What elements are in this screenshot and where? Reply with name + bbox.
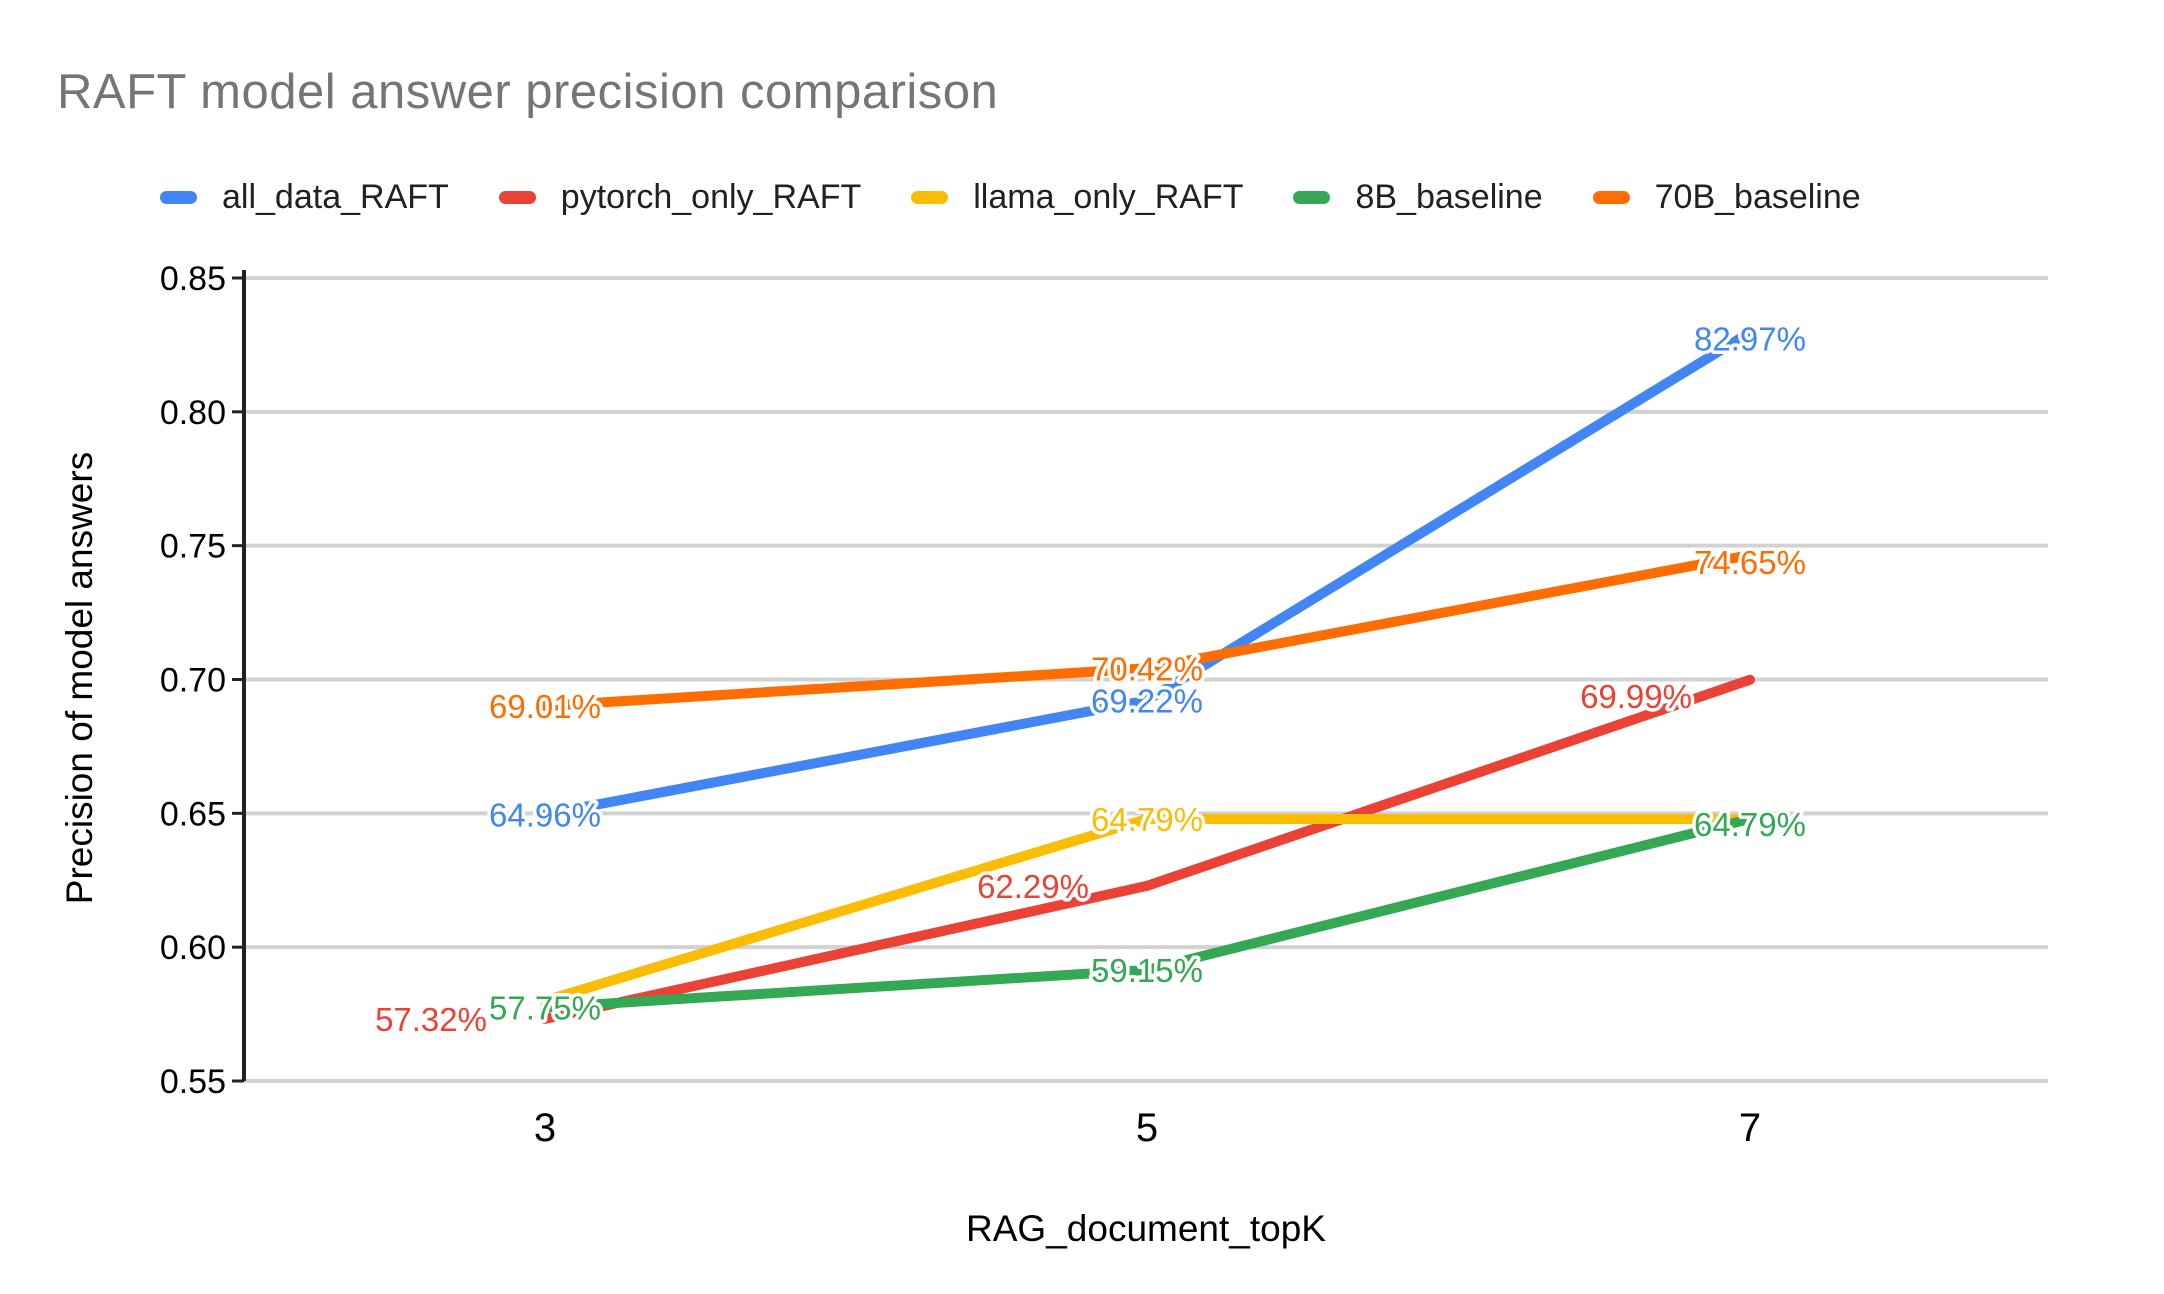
x-axis-title: RAG_document_topK [966, 1208, 1326, 1249]
data-label-70B_baseline-3: 69.01% [489, 688, 601, 725]
series-line-pytorch_only_RAFT [540, 674, 1755, 1024]
series-line-all_data_RAFT [540, 327, 1755, 820]
legend-item-all_data_RAFT: all_data_RAFT [160, 178, 449, 217]
legend-label-llama_only_RAFT: llama_only_RAFT [973, 177, 1244, 216]
data-label-all_data_RAFT-7: 82.97% [1694, 320, 1806, 357]
legend-swatch-all_data_RAFT [160, 190, 197, 204]
y-tick-label-0.75: 0.75 [160, 528, 226, 566]
data-label-8B_baseline-7: 64.79% [1694, 806, 1806, 843]
legend-item-llama_only_RAFT: llama_only_RAFT [911, 178, 1243, 217]
data-label-pytorch_only_RAFT-7: 69.99% [1580, 678, 1692, 715]
y-tick-label-0.70: 0.70 [160, 662, 226, 700]
legend-item-8B_baseline: 8B_baseline [1293, 177, 1543, 217]
data-label-all_data_RAFT-5: 69.22% [1091, 682, 1203, 719]
chart-title: RAFT model answer precision comparison [57, 65, 999, 119]
y-axis-title: Precision of model answers [59, 451, 100, 905]
legend-swatch-pytorch_only_RAFT [498, 190, 536, 204]
legend: all_data_RAFT pytorch_only_RAFT llama_only… [160, 174, 1861, 220]
data-label-pytorch_only_RAFT-3: 57.32% [375, 1001, 487, 1038]
y-tick-label-0.65: 0.65 [160, 795, 226, 833]
y-tick-label-0.85: 0.85 [160, 260, 226, 298]
legend-label-all_data_RAFT: all_data_RAFT [222, 177, 449, 216]
data-label-8B_baseline-5: 59.15% [1091, 952, 1203, 989]
data-label-70B_baseline-5: 70.42% [1091, 650, 1203, 687]
x-tick-label-3: 3 [534, 1106, 556, 1150]
series-line-70B_baseline [540, 550, 1755, 711]
legend-swatch-8B_baseline [1293, 190, 1331, 204]
x-tick-label-5: 5 [1136, 1106, 1158, 1150]
data-label-pytorch_only_RAFT-5: 62.29% [977, 868, 1089, 905]
data-label-llama_only_RAFT-5: 64.79% [1091, 801, 1203, 838]
legend-label-pytorch_only_RAFT: pytorch_only_RAFT [560, 177, 862, 216]
legend-item-70B_baseline: 70B_baseline [1592, 177, 1861, 217]
series-line-llama_only_RAFT [540, 813, 1755, 1006]
y-tick-label-0.55: 0.55 [160, 1063, 226, 1101]
data-label-8B_baseline-3: 57.75% [489, 989, 601, 1026]
legend-label-8B_baseline: 8B_baseline [1355, 177, 1543, 216]
series-line-8B_baseline [540, 813, 1755, 1013]
data-label-70B_baseline-7: 74.65% [1694, 544, 1806, 581]
y-tick-label-0.60: 0.60 [160, 929, 226, 967]
y-tick-label-0.80: 0.80 [160, 394, 226, 432]
legend-item-pytorch_only_RAFT: pytorch_only_RAFT [498, 177, 862, 217]
x-tick-label-7: 7 [1739, 1106, 1761, 1150]
legend-swatch-llama_only_RAFT [911, 190, 949, 204]
legend-swatch-70B_baseline [1592, 190, 1630, 204]
data-label-all_data_RAFT-3: 64.96% [489, 796, 601, 833]
legend-label-70B_baseline: 70B_baseline [1654, 177, 1861, 216]
